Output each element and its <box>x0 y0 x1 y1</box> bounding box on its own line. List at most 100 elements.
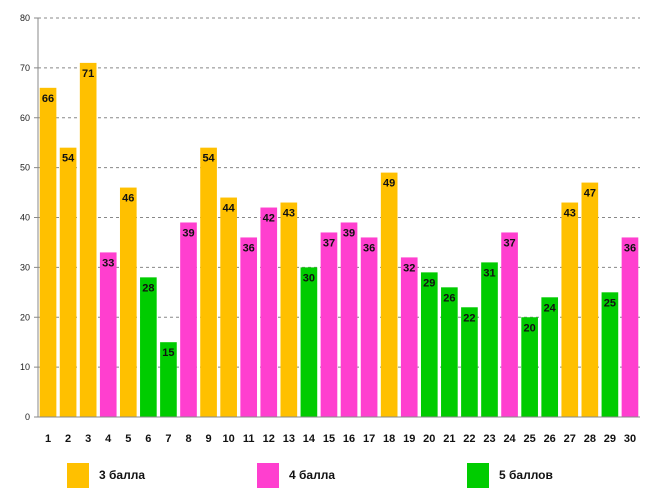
x-tick-label: 11 <box>243 433 255 445</box>
bar <box>260 207 278 417</box>
data-label: 32 <box>403 262 415 274</box>
y-tick-label: 60 <box>20 113 30 123</box>
y-tick-label: 0 <box>25 412 30 422</box>
data-label: 42 <box>263 213 275 225</box>
gridlines <box>38 17 640 368</box>
x-tick-label: 5 <box>125 433 131 445</box>
data-label: 44 <box>223 203 236 215</box>
legend-swatch-3-balla <box>67 462 89 488</box>
bar <box>220 197 237 417</box>
x-tick-label: 26 <box>544 433 556 445</box>
bar <box>501 232 518 417</box>
y-tick-label: 50 <box>20 163 30 173</box>
x-tick-label: 14 <box>303 433 316 445</box>
x-tick-label: 3 <box>85 433 91 445</box>
x-tick-label: 21 <box>443 433 455 445</box>
bar <box>521 317 538 417</box>
data-label: 36 <box>624 242 636 254</box>
x-tick-label: 28 <box>584 433 596 445</box>
bar <box>441 287 458 417</box>
data-label: 36 <box>363 242 375 254</box>
data-label: 37 <box>503 237 515 249</box>
x-tick-label: 23 <box>483 433 495 445</box>
bar <box>240 237 258 417</box>
legend-item-3-balla: 3 балла <box>67 462 145 488</box>
legend-swatch-4-balla <box>257 462 279 488</box>
x-tick-label: 29 <box>604 433 616 445</box>
x-tick-label: 6 <box>145 433 151 445</box>
bar <box>561 202 579 417</box>
x-tick-label: 25 <box>524 433 536 445</box>
y-tick-label: 40 <box>20 213 30 223</box>
x-tick-label: 22 <box>463 433 475 445</box>
x-axis: 1 2 3 4 5 6 7 8 9 10 11 12 13 14 15 16 17 18 19 20 21 22 23 24 2… <box>38 416 640 445</box>
legend-item-4-balla: 4 балла <box>257 462 335 488</box>
legend-label-4-balla: 4 балла <box>289 468 336 482</box>
data-label: 22 <box>463 312 475 324</box>
bar <box>461 307 478 417</box>
x-tick-label: 27 <box>564 433 576 445</box>
x-tick-label: 2 <box>65 433 71 445</box>
data-label: 36 <box>243 242 255 254</box>
data-label: 39 <box>343 227 355 239</box>
data-label: 37 <box>323 237 335 249</box>
data-label: 30 <box>303 272 315 284</box>
data-label: 71 <box>82 68 94 80</box>
bars: 66 54 71 33 46 28 15 39 54 44 36 42 43 30 37 39 36 49 32 29… <box>39 62 639 418</box>
x-tick-label: 4 <box>105 433 112 445</box>
data-label: 43 <box>564 208 576 220</box>
bar <box>79 62 97 417</box>
bar <box>280 202 298 417</box>
data-label: 46 <box>122 193 134 205</box>
legend-swatch-5-ballov <box>467 462 489 488</box>
x-tick-label: 15 <box>323 433 335 445</box>
data-label: 15 <box>162 347 174 359</box>
bar <box>340 222 358 417</box>
bar <box>400 257 418 417</box>
bar <box>99 252 117 417</box>
bar <box>601 292 619 417</box>
y-axis: 0 10 20 30 40 50 60 70 80 <box>20 13 39 422</box>
x-tick-label: 20 <box>423 433 435 445</box>
bar <box>380 172 398 417</box>
data-label: 26 <box>443 292 455 304</box>
x-tick-label: 30 <box>624 433 636 445</box>
legend-label-5-ballov: 5 баллов <box>499 468 553 482</box>
bar <box>59 147 77 418</box>
y-tick-label: 30 <box>20 262 30 272</box>
x-tick-label: 8 <box>185 433 191 445</box>
bar <box>140 277 157 417</box>
x-tick-label: 16 <box>343 433 355 445</box>
bar <box>541 297 559 417</box>
data-label: 54 <box>202 153 215 165</box>
x-tick-label: 13 <box>283 433 295 445</box>
x-tick-label: 10 <box>223 433 235 445</box>
x-tick-label: 9 <box>206 433 212 445</box>
data-label: 31 <box>483 267 495 279</box>
bar <box>420 272 438 417</box>
y-tick-label: 70 <box>20 63 30 73</box>
bar <box>39 87 57 417</box>
x-tick-label: 7 <box>165 433 171 445</box>
data-label: 20 <box>524 322 536 334</box>
bar <box>180 222 197 417</box>
x-tick-label: 17 <box>363 433 375 445</box>
x-tick-label: 1 <box>45 433 51 445</box>
data-label: 28 <box>142 282 154 294</box>
bar <box>300 267 318 417</box>
x-tick-label: 19 <box>403 433 415 445</box>
legend-item-5-ballov: 5 баллов <box>467 462 553 488</box>
data-label: 47 <box>584 188 596 200</box>
y-tick-label: 10 <box>20 362 30 372</box>
bar <box>200 147 217 418</box>
bar <box>621 237 639 417</box>
bar <box>581 182 599 417</box>
data-label: 24 <box>544 302 557 314</box>
y-tick-label: 20 <box>20 312 30 322</box>
data-label: 33 <box>102 257 114 269</box>
data-label: 54 <box>62 153 75 165</box>
bar <box>481 262 498 417</box>
y-tick-label: 80 <box>20 13 30 23</box>
data-label: 25 <box>604 297 616 309</box>
